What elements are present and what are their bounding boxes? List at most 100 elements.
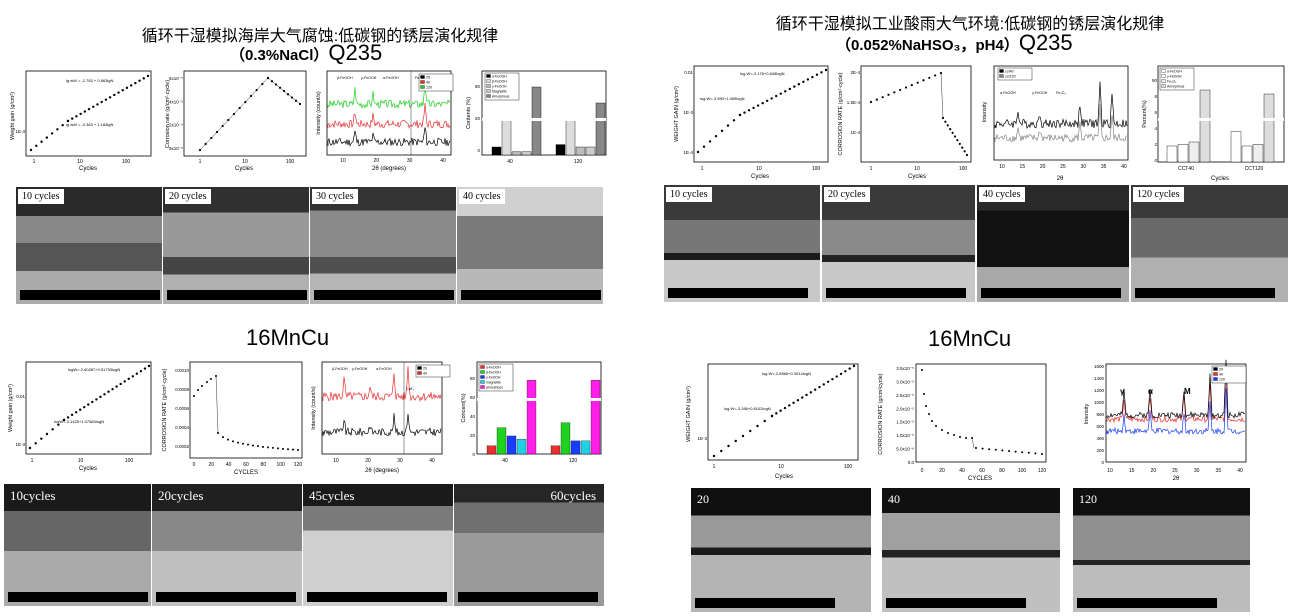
data-point bbox=[197, 389, 199, 391]
bar bbox=[1263, 93, 1275, 163]
data-point bbox=[732, 119, 736, 122]
tick-label-x: 35 bbox=[1101, 164, 1107, 170]
data-point bbox=[801, 396, 804, 399]
xrd-pattern-line bbox=[1106, 366, 1246, 424]
right-q235-xrd-chart: Intensity 2θ 10 15 20 25 30 35 40 α-FeOOH γ-FeOOH F… bbox=[980, 60, 1132, 182]
axis-label-y: WEIGHT GAIN (g/cm²) bbox=[674, 86, 680, 142]
legend-swatch bbox=[417, 366, 422, 370]
data-point bbox=[28, 446, 32, 450]
data-point bbox=[951, 131, 954, 134]
data-point bbox=[784, 90, 787, 93]
axis-label-y: Concent(%) bbox=[461, 393, 467, 422]
legend-entry: γ-FeOOH bbox=[486, 375, 501, 379]
data-point bbox=[66, 416, 70, 419]
data-point bbox=[826, 380, 830, 383]
tick-label-y: 1.0x10⁻⁵ bbox=[896, 433, 914, 438]
xrd-pattern-line bbox=[327, 84, 451, 110]
legend-entry: cct40 bbox=[1005, 69, 1014, 73]
data-point bbox=[1001, 449, 1004, 452]
axis-label-x: Cycles bbox=[79, 166, 97, 172]
bar bbox=[590, 380, 601, 455]
data-point bbox=[934, 74, 937, 77]
legend-entry: Amorphous bbox=[492, 94, 510, 98]
data-point bbox=[95, 398, 98, 401]
data-point bbox=[267, 446, 269, 449]
legend-swatch bbox=[486, 84, 491, 88]
left-q235-xrd-chart: Intensity (count/s) 2θ (degrees) 10 20 30 40 β… bbox=[315, 66, 455, 176]
bar bbox=[1188, 141, 1200, 163]
tick-label-x: 10 bbox=[340, 158, 346, 164]
data-point bbox=[35, 144, 38, 148]
data-point bbox=[720, 449, 723, 453]
tick-label-y: 20 bbox=[475, 116, 481, 121]
data-point bbox=[135, 372, 139, 375]
tick-label-y: 0 bbox=[472, 452, 475, 457]
left-16mncu-corrosion-rate-chart: CORROSION RATE (g/cm²·cycle) CYCLES 0 20 40 6… bbox=[158, 356, 306, 476]
data-point bbox=[738, 113, 742, 117]
tick-label-y: 6x10⁻⁵ bbox=[169, 76, 183, 81]
axis-label-y: CORROSION RATE (g/cm²·cycle) bbox=[838, 72, 844, 155]
tick-label-x: 40 bbox=[226, 462, 232, 468]
right-16mncu-weight-gain-chart: WEIGHT GAIN (g/cm²) Cycles 1 10 100 1E-3 log.W… bbox=[676, 358, 866, 484]
tick-label-x: 20 bbox=[365, 458, 371, 464]
legend-swatch bbox=[1161, 79, 1166, 83]
legend-box bbox=[418, 73, 454, 92]
data-point bbox=[848, 367, 851, 370]
tick-label-y: 2.5x10⁻⁵ bbox=[896, 393, 914, 398]
tick-label-x: 30 bbox=[1194, 468, 1200, 474]
data-point bbox=[749, 429, 752, 433]
tick-label-y: 6 bbox=[1154, 110, 1157, 115]
bar bbox=[595, 102, 606, 156]
data-point bbox=[941, 429, 943, 431]
data-point bbox=[121, 89, 124, 92]
sem-caption: 10cycles bbox=[10, 488, 56, 503]
legend-entry: α-FeOOH bbox=[492, 74, 507, 78]
data-point bbox=[91, 400, 94, 404]
tick-label-y: 40 bbox=[470, 414, 476, 419]
bar bbox=[565, 118, 576, 156]
data-point bbox=[802, 80, 805, 84]
data-point bbox=[87, 107, 91, 111]
data-point bbox=[115, 385, 118, 388]
sem-scalebar bbox=[20, 290, 160, 300]
data-point bbox=[249, 94, 253, 98]
axis-break bbox=[482, 118, 606, 121]
data-point bbox=[904, 86, 908, 89]
data-point bbox=[965, 153, 969, 157]
legend-entry: Fe₃O₄ bbox=[1167, 79, 1177, 83]
legend-swatch bbox=[417, 371, 422, 375]
data-point bbox=[78, 408, 82, 411]
sem-scalebar bbox=[314, 290, 454, 300]
data-point bbox=[292, 448, 294, 451]
legend-box bbox=[484, 72, 520, 101]
data-point bbox=[763, 419, 766, 423]
axis-break bbox=[477, 398, 601, 401]
tick-label-y: 20 bbox=[470, 433, 476, 438]
data-point bbox=[287, 448, 289, 451]
data-point bbox=[278, 86, 282, 89]
data-point bbox=[875, 98, 878, 101]
sem-caption: 120 cycles bbox=[1133, 187, 1184, 202]
tick-label-y: 9x10⁻⁶ bbox=[169, 146, 183, 151]
tick-label-y: 4x10⁻⁵ bbox=[169, 99, 183, 104]
data-point bbox=[961, 146, 964, 149]
data-point bbox=[50, 132, 54, 135]
data-point bbox=[809, 391, 813, 394]
data-point bbox=[210, 136, 213, 140]
data-point bbox=[198, 148, 202, 152]
data-point bbox=[139, 369, 143, 373]
data-point bbox=[796, 399, 800, 402]
tick-label-x: 20 bbox=[209, 462, 215, 468]
data-point bbox=[806, 78, 810, 81]
legend-entry: α-FeOOH bbox=[1167, 69, 1182, 73]
tick-label-x: 60 bbox=[979, 468, 985, 474]
data-point bbox=[931, 420, 933, 422]
tick-label-y: 3.5x10⁻⁵ bbox=[896, 366, 914, 371]
data-point bbox=[815, 73, 819, 76]
tick-label-y: 0.01 bbox=[16, 394, 25, 399]
data-point bbox=[792, 401, 795, 405]
data-point bbox=[831, 377, 834, 381]
data-point bbox=[783, 406, 787, 410]
sem-caption: 60cycles bbox=[550, 488, 596, 503]
legend-swatch bbox=[480, 375, 485, 379]
